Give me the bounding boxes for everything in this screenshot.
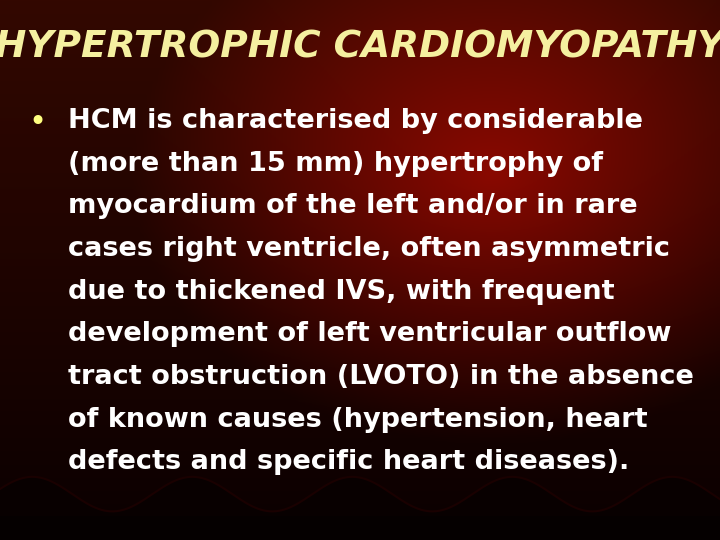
Text: of known causes (hypertension, heart: of known causes (hypertension, heart [68,407,648,433]
Text: HCM is characterised by considerable: HCM is characterised by considerable [68,108,644,134]
Text: cases right ventricle, often asymmetric: cases right ventricle, often asymmetric [68,236,670,262]
Text: (more than 15 mm) hypertrophy of: (more than 15 mm) hypertrophy of [68,151,603,177]
Text: due to thickened IVS, with frequent: due to thickened IVS, with frequent [68,279,615,305]
Text: tract obstruction (LVOTO) in the absence: tract obstruction (LVOTO) in the absence [68,364,694,390]
Text: HYPERTROPHIC CARDIOMYOPATHY: HYPERTROPHIC CARDIOMYOPATHY [0,30,720,66]
Text: myocardium of the left and/or in rare: myocardium of the left and/or in rare [68,193,638,219]
Text: development of left ventricular outflow: development of left ventricular outflow [68,321,672,347]
Text: defects and specific heart diseases).: defects and specific heart diseases). [68,449,630,475]
Text: •: • [28,108,47,137]
